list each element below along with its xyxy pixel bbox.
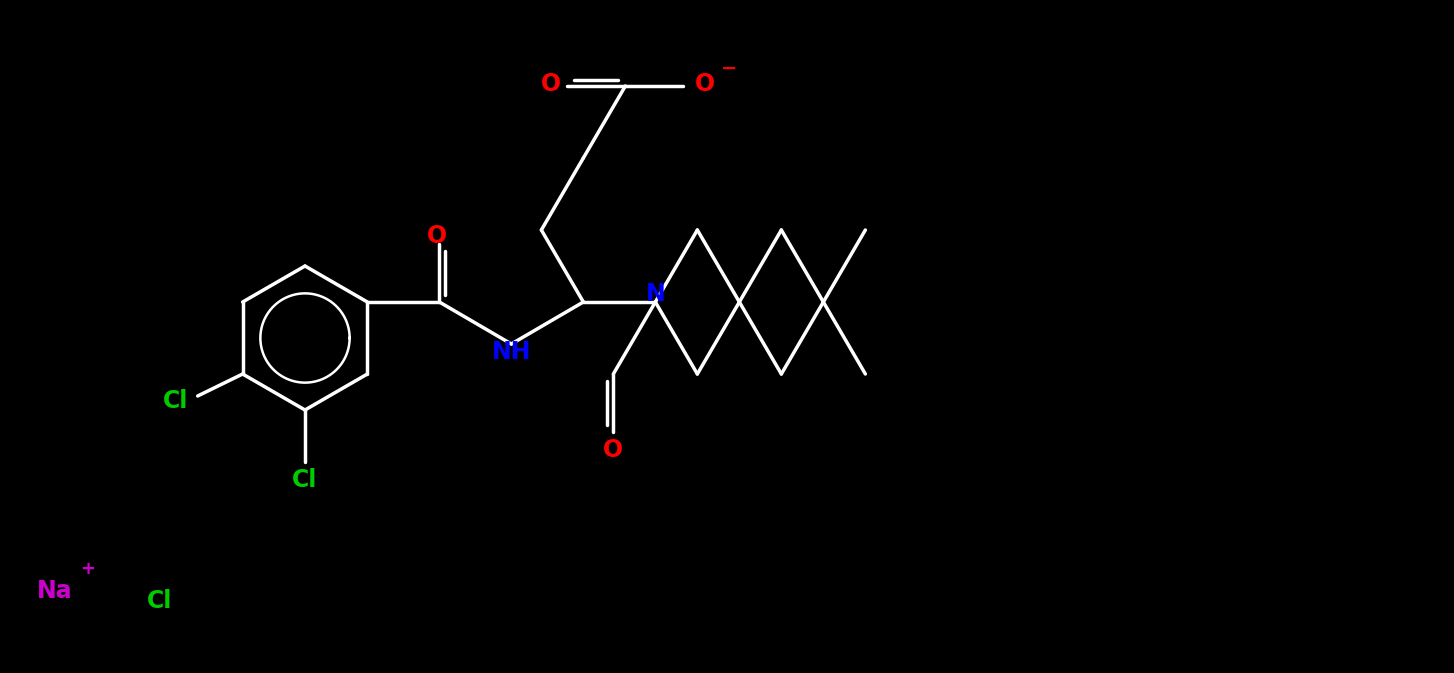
Text: O: O [541, 72, 561, 96]
Text: O: O [603, 438, 624, 462]
Text: Na: Na [38, 579, 73, 603]
Text: −: − [721, 59, 737, 77]
Text: Cl: Cl [292, 468, 317, 492]
Text: O: O [695, 72, 715, 96]
Text: +: + [80, 560, 96, 578]
Text: Cl: Cl [147, 589, 173, 613]
Text: Cl: Cl [163, 389, 189, 413]
Text: O: O [427, 224, 448, 248]
Text: NH: NH [491, 340, 531, 364]
Text: N: N [646, 282, 666, 306]
